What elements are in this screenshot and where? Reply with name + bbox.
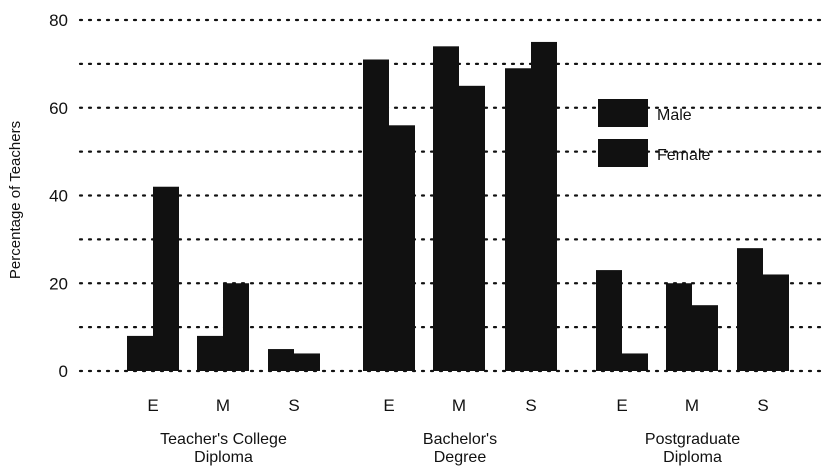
bar-male-2-S [737,248,763,371]
bar-female-0-S [294,353,320,371]
bar-female-2-M [692,305,718,371]
bar-female-1-S [531,41,557,371]
category-label: S [525,396,536,415]
y-tick-label: 20 [49,274,68,293]
bar-female-0-E [153,186,179,371]
bar-female-1-E [389,125,415,371]
category-label: E [616,396,627,415]
group-labels: Teacher's College Diploma Bachelor's Degree… [160,431,740,466]
bars [127,41,789,372]
category-label: S [757,396,768,415]
bar-male-0-E [127,335,153,371]
category-label: E [383,396,394,415]
bar-female-1-M [459,85,485,371]
y-axis-title: Percentage of Teachers [7,121,24,279]
bar-male-1-M [433,46,459,371]
y-tick-label: 0 [59,362,68,381]
category-label: M [685,396,699,415]
bar-male-2-E [596,270,622,371]
group-label: Postgraduate Diploma [645,431,740,466]
y-tick-label: 80 [49,11,68,30]
bar-female-2-E [622,353,648,371]
category-label: S [288,396,299,415]
category-label: M [452,396,466,415]
legend-label-female: Female [657,147,710,164]
category-label: E [147,396,158,415]
y-tick-label: 60 [49,99,68,118]
group-label: Bachelor's Degree [423,431,497,466]
bar-male-2-M [666,283,692,371]
legend-swatch-female [598,139,648,167]
bar-male-1-E [363,59,389,372]
bar-male-0-S [268,349,294,371]
category-label: M [216,396,230,415]
y-axis-ticks: 0 20 40 60 80 [49,11,68,381]
bar-male-0-M [197,335,223,371]
bar-female-2-S [763,274,789,371]
bar-male-1-S [505,68,531,371]
legend-swatch-male [598,99,648,127]
bar-female-0-M [223,283,249,371]
y-tick-label: 40 [49,187,68,206]
legend: Male Female [598,99,710,167]
legend-label-male: Male [657,107,692,124]
group-label: Teacher's College Diploma [160,431,287,466]
